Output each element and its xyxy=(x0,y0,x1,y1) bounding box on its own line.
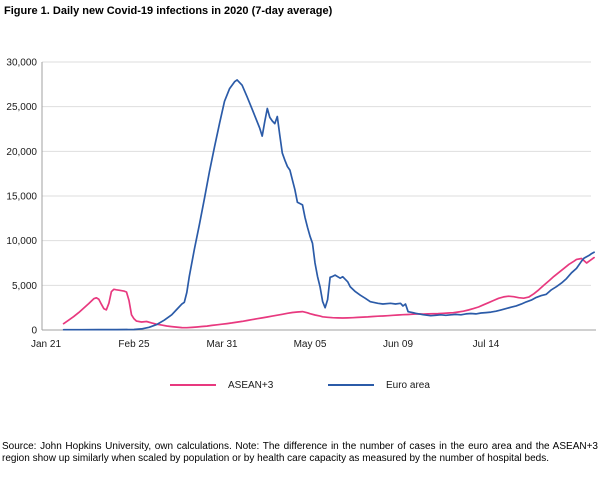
x-axis-tick-label: Mar 31 xyxy=(206,339,238,350)
x-axis-tick-label: May 05 xyxy=(294,339,327,350)
y-axis-tick-label: 30,000 xyxy=(6,58,37,69)
y-axis-tick-label: 20,000 xyxy=(6,147,37,158)
x-axis-tick-label: Jul 14 xyxy=(473,339,500,350)
series-line-euro-area xyxy=(62,79,595,331)
y-axis-tick-label: 0 xyxy=(31,326,37,337)
chart-legend: ASEAN+3 Euro area xyxy=(0,378,600,392)
covid-line-chart: 0 5,000 10,000 15,000 20,000 25,000 30,000 Jan … xyxy=(6,58,596,350)
series-line-asean-3 xyxy=(62,256,595,329)
legend-item-asean3: ASEAN+3 xyxy=(170,378,273,392)
x-axis-tick-label: Feb 25 xyxy=(118,339,150,350)
legend-label-euro-area: Euro area xyxy=(386,379,430,391)
legend-label-asean3: ASEAN+3 xyxy=(228,379,274,391)
asean3-line-swatch xyxy=(170,384,216,386)
y-axis-tick-label: 25,000 xyxy=(6,102,37,113)
figure-title: Figure 1. Daily new Covid-19 infections … xyxy=(4,5,333,17)
y-axis-tick-label: 5,000 xyxy=(12,281,37,292)
source-note: Source: John Hopkins University, own cal… xyxy=(2,441,598,465)
y-axis-tick-label: 10,000 xyxy=(6,236,37,247)
legend-item-euro-area: Euro area xyxy=(328,378,430,392)
x-axis-tick-label: Jan 21 xyxy=(31,339,61,350)
y-axis-tick-label: 15,000 xyxy=(6,192,37,203)
euro-area-line-swatch xyxy=(328,384,374,386)
x-axis-tick-label: Jun 09 xyxy=(383,339,413,350)
